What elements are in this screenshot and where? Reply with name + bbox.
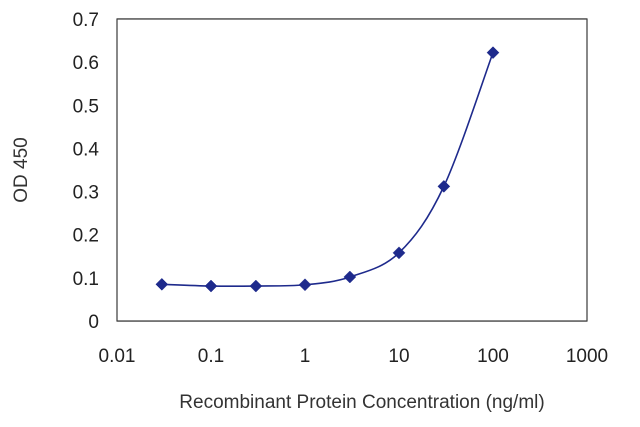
- data-point-marker: [486, 46, 500, 60]
- data-point-marker: [155, 277, 169, 291]
- y-axis-tick-labels: 0 0.1 0.2 0.3 0.4 0.5 0.6 0.7: [73, 10, 100, 333]
- plot-area: [116, 18, 588, 322]
- x-tick-label: 1000: [566, 346, 608, 367]
- x-tick-label: 0.01: [99, 346, 136, 367]
- data-point-marker: [298, 278, 312, 292]
- data-point-marker: [204, 279, 218, 293]
- y-tick-label: 0.3: [73, 183, 99, 204]
- y-tick-label: 0.4: [73, 139, 100, 160]
- x-axis-title: Recombinant Protein Concentration (ng/ml…: [179, 392, 544, 413]
- data-point-marker: [249, 279, 263, 293]
- y-tick-label: 0.1: [73, 269, 99, 290]
- data-point-marker: [343, 270, 357, 284]
- x-tick-label: 1: [300, 346, 311, 367]
- y-axis-title: OD 450: [11, 137, 32, 202]
- x-tick-label: 10: [388, 346, 409, 367]
- y-tick-label: 0.7: [73, 10, 99, 31]
- x-axis-tick-labels: 0.01 0.1 1 10 100 1000: [99, 346, 609, 367]
- data-point-marker: [392, 246, 406, 260]
- y-tick-label: 0.2: [73, 226, 99, 247]
- y-tick-label: 0.5: [73, 96, 99, 117]
- series-layer: [155, 46, 500, 293]
- x-tick-label: 0.1: [198, 346, 224, 367]
- data-point-marker: [437, 180, 451, 193]
- y-tick-label: 0: [88, 312, 99, 333]
- y-tick-label: 0.6: [73, 53, 99, 74]
- x-tick-label: 100: [477, 346, 509, 367]
